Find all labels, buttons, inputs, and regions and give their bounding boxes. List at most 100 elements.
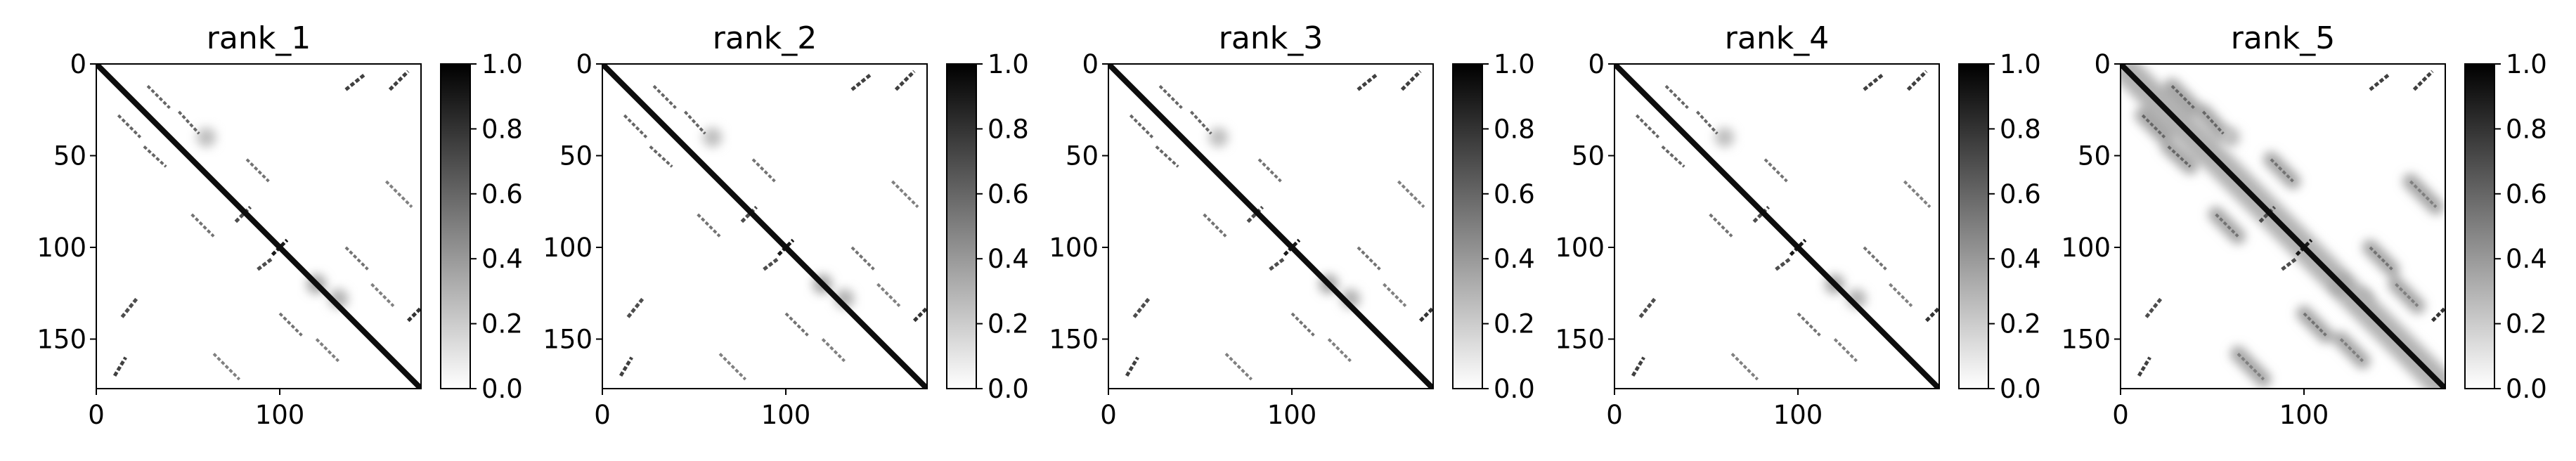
contact-band (850, 246, 875, 271)
x-tick-label: 100 (1773, 400, 1823, 430)
colorbar: 0.0 0.2 0.4 0.6 0.8 1.0 (946, 49, 1029, 404)
contact-band (212, 352, 241, 381)
main-diagonal (1614, 64, 1939, 389)
colorbar-tick-label: 0.8 (481, 114, 523, 144)
contact-band (2167, 145, 2192, 168)
contact-antiband (388, 70, 410, 91)
contact-cells (96, 64, 421, 389)
y-tick-label: 150 (1555, 325, 1605, 355)
main-diagonal (96, 64, 421, 389)
contact-antiband (894, 70, 916, 91)
contact-antiband (912, 306, 927, 323)
contact-map: 0 100 0 50 100 150 (37, 49, 422, 430)
contact-band (2237, 352, 2265, 381)
contact-band (1327, 338, 1352, 363)
contact-antiband (1418, 306, 1433, 323)
colorbar-tick-label: 0.8 (988, 114, 1029, 144)
y-tick-label: 150 (2061, 325, 2111, 355)
colorbar-tick-label: 0.2 (988, 309, 1029, 339)
contact-band (649, 145, 673, 168)
y-tick-label: 100 (2061, 233, 2111, 263)
y-tick-label: 150 (37, 325, 86, 355)
contact-band (1695, 110, 1719, 135)
diffuse-blob (2220, 127, 2241, 148)
x-tick-label: 100 (255, 400, 305, 430)
contact-antiband (1638, 297, 1657, 318)
colorbar-tick-label: 0.4 (2000, 244, 2041, 274)
contact-band (1155, 145, 1179, 168)
y-tick-label: 100 (1049, 233, 1099, 263)
colorbar-gradient (1959, 64, 1988, 389)
contact-band (2201, 110, 2225, 135)
contact-antiband (1357, 73, 1378, 91)
contact-antiband (2369, 73, 2390, 91)
colorbar-tick-label: 0.6 (2506, 179, 2547, 209)
contact-map: 0 100 0 50 100 150 (543, 49, 928, 430)
x-tick-label: 0 (2112, 400, 2129, 430)
colorbar-gradient (1453, 64, 1482, 389)
colorbar-frame (440, 63, 471, 389)
y-tick-label: 0 (70, 49, 86, 79)
contact-band (2270, 158, 2294, 183)
y-tick-label: 50 (2078, 141, 2111, 171)
x-tick-label: 0 (88, 400, 105, 430)
colorbar-tick-label: 0.6 (1494, 179, 1535, 209)
colorbar-tick-label: 1.0 (1494, 49, 1535, 79)
x-tick-label: 0 (594, 400, 611, 430)
colorbar-tick-label: 0.0 (988, 374, 1029, 404)
contact-antiband (763, 257, 780, 271)
colorbar-tick-label: 0.6 (988, 179, 1029, 209)
plot-frame (602, 63, 928, 389)
panel-title: rank_5 (2231, 20, 2335, 56)
colorbar-tick-label: 0.0 (2000, 374, 2041, 404)
main-diagonal (2121, 64, 2445, 389)
colorbar-tick-label: 1.0 (988, 49, 1029, 79)
colorbar-tick-label: 0.0 (1494, 374, 1535, 404)
contact-band (315, 338, 339, 363)
colorbar-tick-label: 0.4 (1494, 244, 1535, 274)
panel-title: rank_4 (1725, 20, 1829, 56)
contact-antiband (1631, 356, 1645, 377)
colorbar: 0.0 0.2 0.4 0.6 0.8 1.0 (440, 49, 523, 404)
contact-band (697, 213, 721, 238)
colorbar-tick-label: 0.8 (2000, 114, 2041, 144)
main-diagonal (1108, 64, 1433, 389)
contact-antiband (2144, 297, 2163, 318)
contact-band (1833, 338, 1858, 363)
diffuse-blob (1208, 127, 1229, 148)
heatmap-panel-rank-5: rank_5 0 100 0 50 100 150 0.0 0.2 0.4 0.6 0.8 1.0 (2061, 20, 2546, 430)
colorbar-tick-label: 0.0 (2506, 374, 2547, 404)
contact-antiband (2281, 257, 2298, 271)
colorbar-gradient (2465, 64, 2494, 389)
contact-band (344, 246, 369, 271)
colorbar-frame (946, 63, 977, 389)
y-tick-label: 0 (576, 49, 593, 79)
colorbar-tick-label: 0.0 (481, 374, 523, 404)
contact-band (876, 283, 901, 307)
heatmap-panel-rank-4: rank_4 0 100 0 50 100 150 0.0 0.2 0.4 0.6 0.8 1.0 (1555, 20, 2040, 430)
contact-band (2369, 246, 2393, 271)
contact-band (1863, 246, 1887, 271)
contact-band (2141, 114, 2166, 138)
contact-band (751, 158, 776, 183)
colorbar-frame (1452, 63, 1483, 389)
contact-antiband (1906, 70, 1928, 91)
y-tick-label: 0 (1082, 49, 1099, 79)
plot-frame (1108, 63, 1434, 389)
y-tick-label: 0 (2094, 49, 2111, 79)
contact-band (2303, 312, 2327, 337)
heatmap-panel-rank-2: rank_2 0 100 0 50 100 150 0.0 0.2 0.4 0.6 0.8 1.0 (543, 20, 1028, 430)
contact-antiband (1269, 257, 1286, 271)
contact-band (1357, 246, 1381, 271)
contact-band (1224, 352, 1253, 381)
contact-antiband (850, 73, 872, 91)
contact-cells (602, 64, 927, 389)
contact-band (1709, 213, 1733, 238)
y-tick-label: 150 (543, 325, 593, 355)
contact-band (1290, 312, 1315, 337)
contact-band (278, 312, 303, 337)
contact-antiband (2412, 70, 2434, 91)
contact-band (652, 84, 677, 110)
contact-band (2215, 213, 2239, 238)
